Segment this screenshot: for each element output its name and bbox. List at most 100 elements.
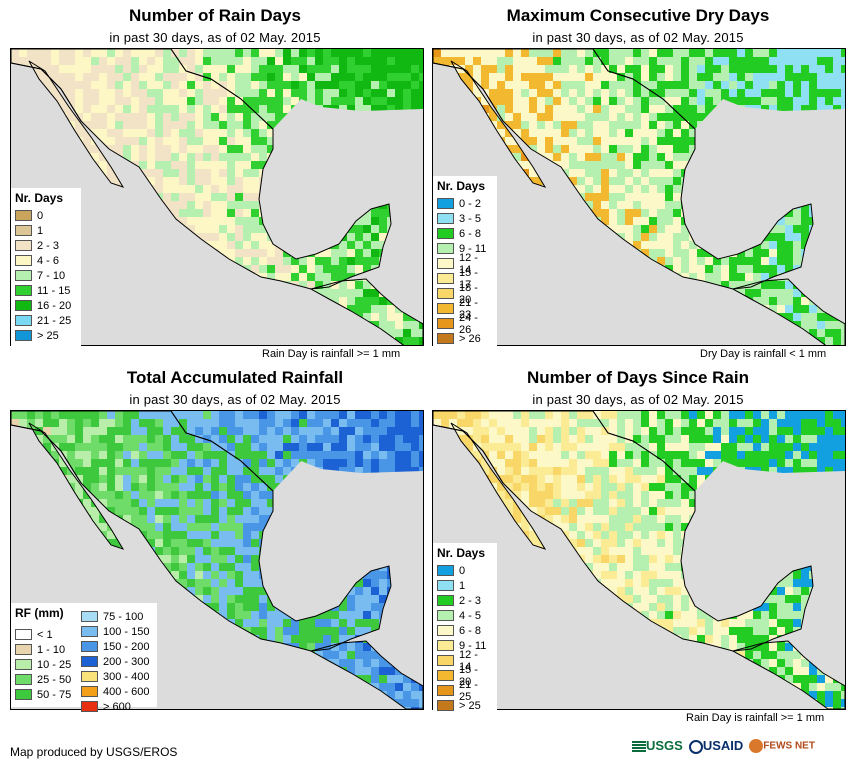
legend-item: 21 - 25 xyxy=(437,679,493,703)
legend-label: 100 - 150 xyxy=(103,625,150,638)
country-borders xyxy=(433,411,845,709)
legend-title: RF (mm) xyxy=(15,606,64,620)
legend-label: 2 - 3 xyxy=(459,594,482,607)
legend-item: 2 - 3 xyxy=(437,593,493,608)
legend-label: 24 - 26 xyxy=(459,311,478,336)
legend-item: 7 - 10 xyxy=(15,268,77,283)
legend-label: 21 - 25 xyxy=(37,314,72,327)
legend-label: 1 - 10 xyxy=(37,643,66,656)
legend-label: 75 - 100 xyxy=(103,610,144,623)
legend-swatch xyxy=(437,243,454,254)
legend-item: 15 - 17 xyxy=(437,267,493,291)
legend-item: < 1 xyxy=(15,627,71,642)
legend-item: 0 - 2 xyxy=(437,196,493,211)
agency-logos: USGS USAID FEWS NET xyxy=(632,738,815,754)
legend-label: 15 - 17 xyxy=(459,266,478,291)
usaid-logo[interactable]: USAID xyxy=(688,738,743,754)
legend-item: 1 - 10 xyxy=(15,642,71,657)
legend-swatch xyxy=(15,300,32,311)
legend-item: 300 - 400 xyxy=(81,669,149,684)
legend-label: 15 - 20 xyxy=(459,663,478,688)
legend-label: 2 - 3 xyxy=(37,239,60,252)
footnote-dry-days: Dry Day is rainfall < 1 mm xyxy=(700,348,827,360)
panel-title-accumulated-rainfall: Total Accumulated Rainfall xyxy=(126,368,344,387)
legend-swatch xyxy=(15,225,32,236)
legend-item: 1 xyxy=(437,578,493,593)
legend-item: 0 xyxy=(15,208,77,223)
legend-swatch xyxy=(437,333,454,344)
legend-swatch xyxy=(437,640,454,651)
legend-item: 3 - 5 xyxy=(437,211,493,226)
legend-label: 400 - 600 xyxy=(103,685,150,698)
legend-label: 10 - 25 xyxy=(37,658,72,671)
legend-swatch xyxy=(15,629,32,640)
legend-item: > 26 xyxy=(437,331,493,346)
legend-title: Nr. Days xyxy=(437,546,486,560)
legend-item: 10 - 25 xyxy=(15,657,71,672)
legend-item: 24 - 26 xyxy=(437,312,493,336)
legend-label: 16 - 20 xyxy=(37,299,72,312)
legend-item: 11 - 15 xyxy=(15,283,77,298)
legend-swatch xyxy=(81,686,98,697)
legend-item: 100 - 150 xyxy=(81,624,149,639)
legend-label: 0 xyxy=(459,564,466,577)
legend-label: 6 - 8 xyxy=(459,227,482,240)
legend-item: 4 - 6 xyxy=(15,253,77,268)
legend-items: 0 1 2 - 3 4 - 6 7 - 10 11 - 15 16 - 20 21 - 25 >… xyxy=(15,208,77,343)
legend-swatch xyxy=(437,198,454,209)
usgs-logo[interactable]: USGS xyxy=(632,738,683,753)
legend-column: < 1 1 - 10 10 - 25 25 - 50 50 - 75 xyxy=(15,627,71,702)
legend-swatch xyxy=(437,670,454,681)
legend-label: 12 - 14 xyxy=(459,251,478,276)
legend-swatch xyxy=(437,565,454,576)
legend-swatch xyxy=(437,273,454,284)
map-rain-days[interactable] xyxy=(10,48,424,346)
legend-label: > 25 xyxy=(459,699,481,712)
legend-dry-days: Nr. Days 0 - 2 3 - 5 6 - 8 9 - 11 12 - 14 15 … xyxy=(433,176,497,350)
map-days-since-rain[interactable] xyxy=(432,410,846,710)
legend-label: 1 xyxy=(37,224,44,237)
map-canvas xyxy=(11,411,423,709)
panel-title-dry-days: Maximum Consecutive Dry Days xyxy=(506,6,770,25)
legend-swatch xyxy=(437,700,454,711)
legend-label: 9 - 11 xyxy=(459,639,487,652)
legend-item: 15 - 20 xyxy=(437,664,493,688)
legend-item: 200 - 300 xyxy=(81,654,149,669)
legend-item: 400 - 600 xyxy=(81,684,149,699)
legend-swatch xyxy=(15,659,32,670)
legend-swatch xyxy=(81,641,98,652)
legend-swatch xyxy=(81,701,98,712)
panel-subtitle-dry-days: in past 30 days, as of 02 May. 2015 xyxy=(532,30,744,45)
map-canvas xyxy=(11,49,423,345)
legend-label: 4 - 5 xyxy=(459,609,482,622)
legend-label: 4 - 6 xyxy=(37,254,60,267)
legend-swatch xyxy=(437,610,454,621)
legend-item: 0 xyxy=(437,563,493,578)
legend-swatch xyxy=(437,580,454,591)
fewsnet-logo[interactable]: FEWS NET xyxy=(749,738,815,753)
legend-label: 300 - 400 xyxy=(103,670,150,683)
footnote-rain-days: Rain Day is rainfall >= 1 mm xyxy=(262,348,401,360)
legend-item: 75 - 100 xyxy=(81,609,149,624)
legend-swatch xyxy=(437,228,454,239)
legend-label: 7 - 10 xyxy=(37,269,66,282)
legend-item: 18 - 20 xyxy=(437,282,493,306)
legend-item: 150 - 200 xyxy=(81,639,149,654)
legend-label: < 1 xyxy=(37,628,53,641)
legend-days-since-rain: Nr. Days 0 1 2 - 3 4 - 5 6 - 8 9 - 11 12 - 14 1… xyxy=(433,543,497,717)
legend-swatch xyxy=(81,626,98,637)
legend-label: 25 - 50 xyxy=(37,673,72,686)
footnote-days-since-rain: Rain Day is rainfall >= 1 mm xyxy=(686,712,825,724)
legend-swatch xyxy=(15,689,32,700)
legend-swatch xyxy=(15,210,32,221)
map-accumulated-rainfall[interactable] xyxy=(10,410,424,710)
usgs-logo-icon xyxy=(632,740,646,753)
legend-swatch xyxy=(437,595,454,606)
legend-items: 0 1 2 - 3 4 - 5 6 - 8 9 - 11 12 - 14 15 - 20 21 … xyxy=(437,563,493,713)
legend-label: 21 - 23 xyxy=(459,296,478,321)
legend-item: 9 - 11 xyxy=(437,241,493,256)
legend-title: Nr. Days xyxy=(437,179,486,193)
legend-label: 12 - 14 xyxy=(459,648,478,673)
legend-swatch xyxy=(437,258,454,269)
legend-item: 12 - 14 xyxy=(437,252,493,276)
